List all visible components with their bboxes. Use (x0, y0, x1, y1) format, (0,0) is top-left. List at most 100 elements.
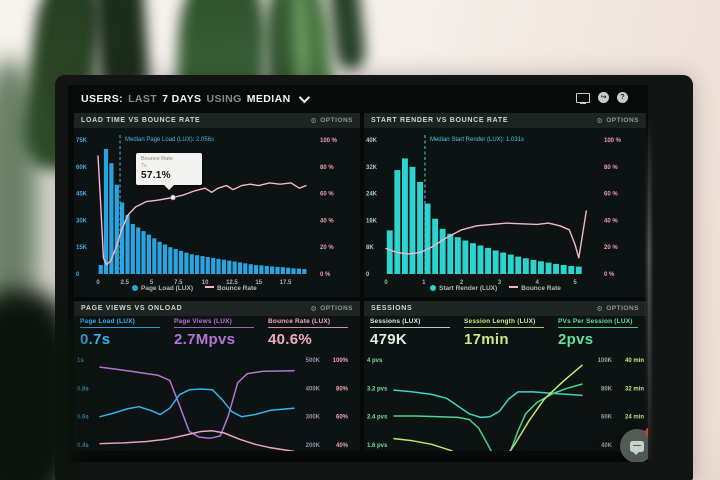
metric-page-load: Page Load (LUX) 0.7s (80, 318, 172, 348)
dashboard-screen: USERS: LAST 7 DAYS USING MEDIAN ↪ ? (68, 85, 648, 462)
panel-page-views: PAGE VIEWS VS ONLOAD ⚙ OPTIONS Page Load… (74, 301, 360, 451)
svg-text:45K: 45K (76, 192, 88, 198)
gear-icon: ⚙ (596, 305, 604, 313)
start-render-legend-dot (430, 285, 436, 291)
svg-text:0: 0 (366, 272, 370, 278)
svg-text:0 %: 0 % (320, 272, 331, 278)
svg-text:0 %: 0 % (604, 272, 615, 278)
metric-value: 17min (464, 331, 509, 348)
title-metric: MEDIAN (246, 92, 291, 105)
panel-sessions: SESSIONS ⚙ OPTIONS Sessions (LUX) 479K (364, 301, 648, 462)
legend-label: Page Load (LUX) (141, 285, 194, 292)
svg-text:2.5: 2.5 (121, 280, 130, 286)
panel-title: START RENDER VS BOUNCE RATE (371, 117, 509, 124)
dashboard-header: USERS: LAST 7 DAYS USING MEDIAN ↪ ? (68, 85, 648, 112)
metric-label: PVs Per Session (LUX) (558, 318, 633, 325)
options-button[interactable]: ⚙ OPTIONS (596, 305, 639, 313)
svg-text:400K: 400K (306, 386, 321, 392)
svg-text:4: 4 (536, 280, 540, 286)
title-last: LAST (128, 92, 158, 105)
options-label: OPTIONS (606, 117, 639, 124)
page-views-chart: 1s 0.8s 0.6s 0.4s 500K 400K 300K 200K 100% 80% 60%… (77, 358, 349, 451)
svg-text:12.5: 12.5 (226, 280, 238, 286)
svg-text:100 %: 100 % (320, 138, 338, 144)
users-range-dropdown[interactable]: USERS: LAST 7 DAYS USING MEDIAN (81, 91, 310, 105)
svg-text:10: 10 (202, 280, 209, 286)
panel-start-render: START RENDER VS BOUNCE RATE ⚙ OPTIONS 4 0… (364, 113, 646, 297)
svg-text:60 %: 60 % (604, 192, 618, 198)
start-render-chart: 40K 32K 24K 16K 8K 0 100 % 80 % 60 % 40 % 20 % 0 % 0… (366, 135, 622, 286)
metric-session-length: Session Length (LUX) 17min (464, 318, 556, 348)
dashboard-grid: LOAD TIME VS BOUNCE RATE ⚙ OPTIONS 75K 60… (74, 113, 648, 462)
svg-text:32K: 32K (366, 165, 378, 171)
svg-text:60K: 60K (76, 165, 88, 171)
options-button[interactable]: ⚙ OPTIONS (310, 305, 353, 313)
metric-rule (174, 327, 254, 328)
svg-text:40 %: 40 % (320, 218, 334, 224)
legend-label: Bounce Rate (217, 285, 257, 292)
metric-pvs-per-session: PVs Per Session (LUX) 2pvs (558, 318, 648, 348)
metric-page-views: Page Views (LUX) 2.7Mpvs (174, 318, 266, 348)
metric-value: 479K (370, 331, 408, 348)
notification-badge: 4 (645, 427, 648, 438)
metric-label: Page Load (LUX) (80, 318, 136, 325)
metric-label: Bounce Rate (LUX) (268, 318, 331, 325)
svg-text:80%: 80% (336, 386, 349, 392)
share-icon[interactable]: ↪ (598, 92, 609, 103)
svg-text:75K: 75K (76, 138, 88, 144)
svg-text:1s: 1s (77, 358, 84, 364)
svg-text:20 %: 20 % (320, 245, 334, 251)
svg-text:8K: 8K (366, 245, 374, 251)
panel-title: SESSIONS (371, 305, 413, 312)
svg-text:100K: 100K (598, 358, 613, 364)
display-icon[interactable] (576, 92, 590, 104)
title-users: USERS: (81, 92, 124, 105)
svg-text:Median Start Render (LUX): 1.0: Median Start Render (LUX): 1.031s (430, 137, 524, 143)
svg-text:200K: 200K (306, 443, 321, 449)
svg-text:17.5: 17.5 (280, 280, 292, 286)
svg-text:5: 5 (150, 280, 154, 286)
svg-text:80 %: 80 % (604, 165, 618, 171)
metric-value: 40.6% (268, 331, 313, 348)
metric-rule (370, 327, 450, 328)
help-icon[interactable]: ? (617, 92, 628, 103)
chat-widget-button[interactable]: 4 (620, 427, 648, 462)
plant-leaf (0, 60, 40, 320)
legend-label: Bounce Rate (521, 285, 561, 292)
tooltip-x-value: 7s (141, 163, 147, 169)
chat-bubble-line (633, 444, 641, 446)
svg-text:0: 0 (384, 280, 388, 286)
metric-rule (558, 327, 638, 328)
svg-text:500K: 500K (306, 358, 321, 364)
options-label: OPTIONS (320, 117, 353, 124)
gear-icon: ⚙ (310, 117, 318, 125)
svg-text:3.2 pvs: 3.2 pvs (367, 386, 388, 392)
metric-value: 2.7Mpvs (174, 331, 236, 348)
panel-load-time: LOAD TIME VS BOUNCE RATE ⚙ OPTIONS 75K 60… (74, 113, 360, 297)
svg-text:32 min: 32 min (625, 386, 644, 392)
svg-text:100 %: 100 % (604, 138, 622, 144)
metric-value: 2pvs (558, 331, 594, 348)
options-button[interactable]: ⚙ OPTIONS (596, 117, 639, 125)
svg-text:20 %: 20 % (604, 245, 618, 251)
options-label: OPTIONS (320, 305, 353, 312)
legend-label: Start Render (LUX) (439, 285, 498, 292)
svg-text:80 %: 80 % (320, 165, 334, 171)
svg-text:24 min: 24 min (625, 415, 644, 421)
svg-text:0: 0 (76, 272, 80, 278)
svg-text:0.8s: 0.8s (77, 386, 89, 392)
svg-text:100%: 100% (333, 358, 349, 364)
options-button[interactable]: ⚙ OPTIONS (310, 117, 353, 125)
svg-text:80K: 80K (601, 386, 613, 392)
svg-text:Median Page Load (LUX): 2.056s: Median Page Load (LUX): 2.056s (125, 137, 214, 143)
bounce-rate-legend-dash (205, 286, 215, 288)
options-label: OPTIONS (606, 305, 639, 312)
chat-bubble-icon (630, 440, 644, 455)
panel-start-render-header: START RENDER VS BOUNCE RATE ⚙ OPTIONS (364, 113, 646, 128)
tooltip-value: 57.1% (141, 170, 171, 181)
svg-text:60K: 60K (601, 415, 613, 421)
metric-label: Sessions (LUX) (370, 318, 421, 325)
svg-text:40K: 40K (601, 443, 613, 449)
page-views-metrics: Page Load (LUX) 0.7s Page Views (LUX) 2.… (80, 318, 362, 348)
